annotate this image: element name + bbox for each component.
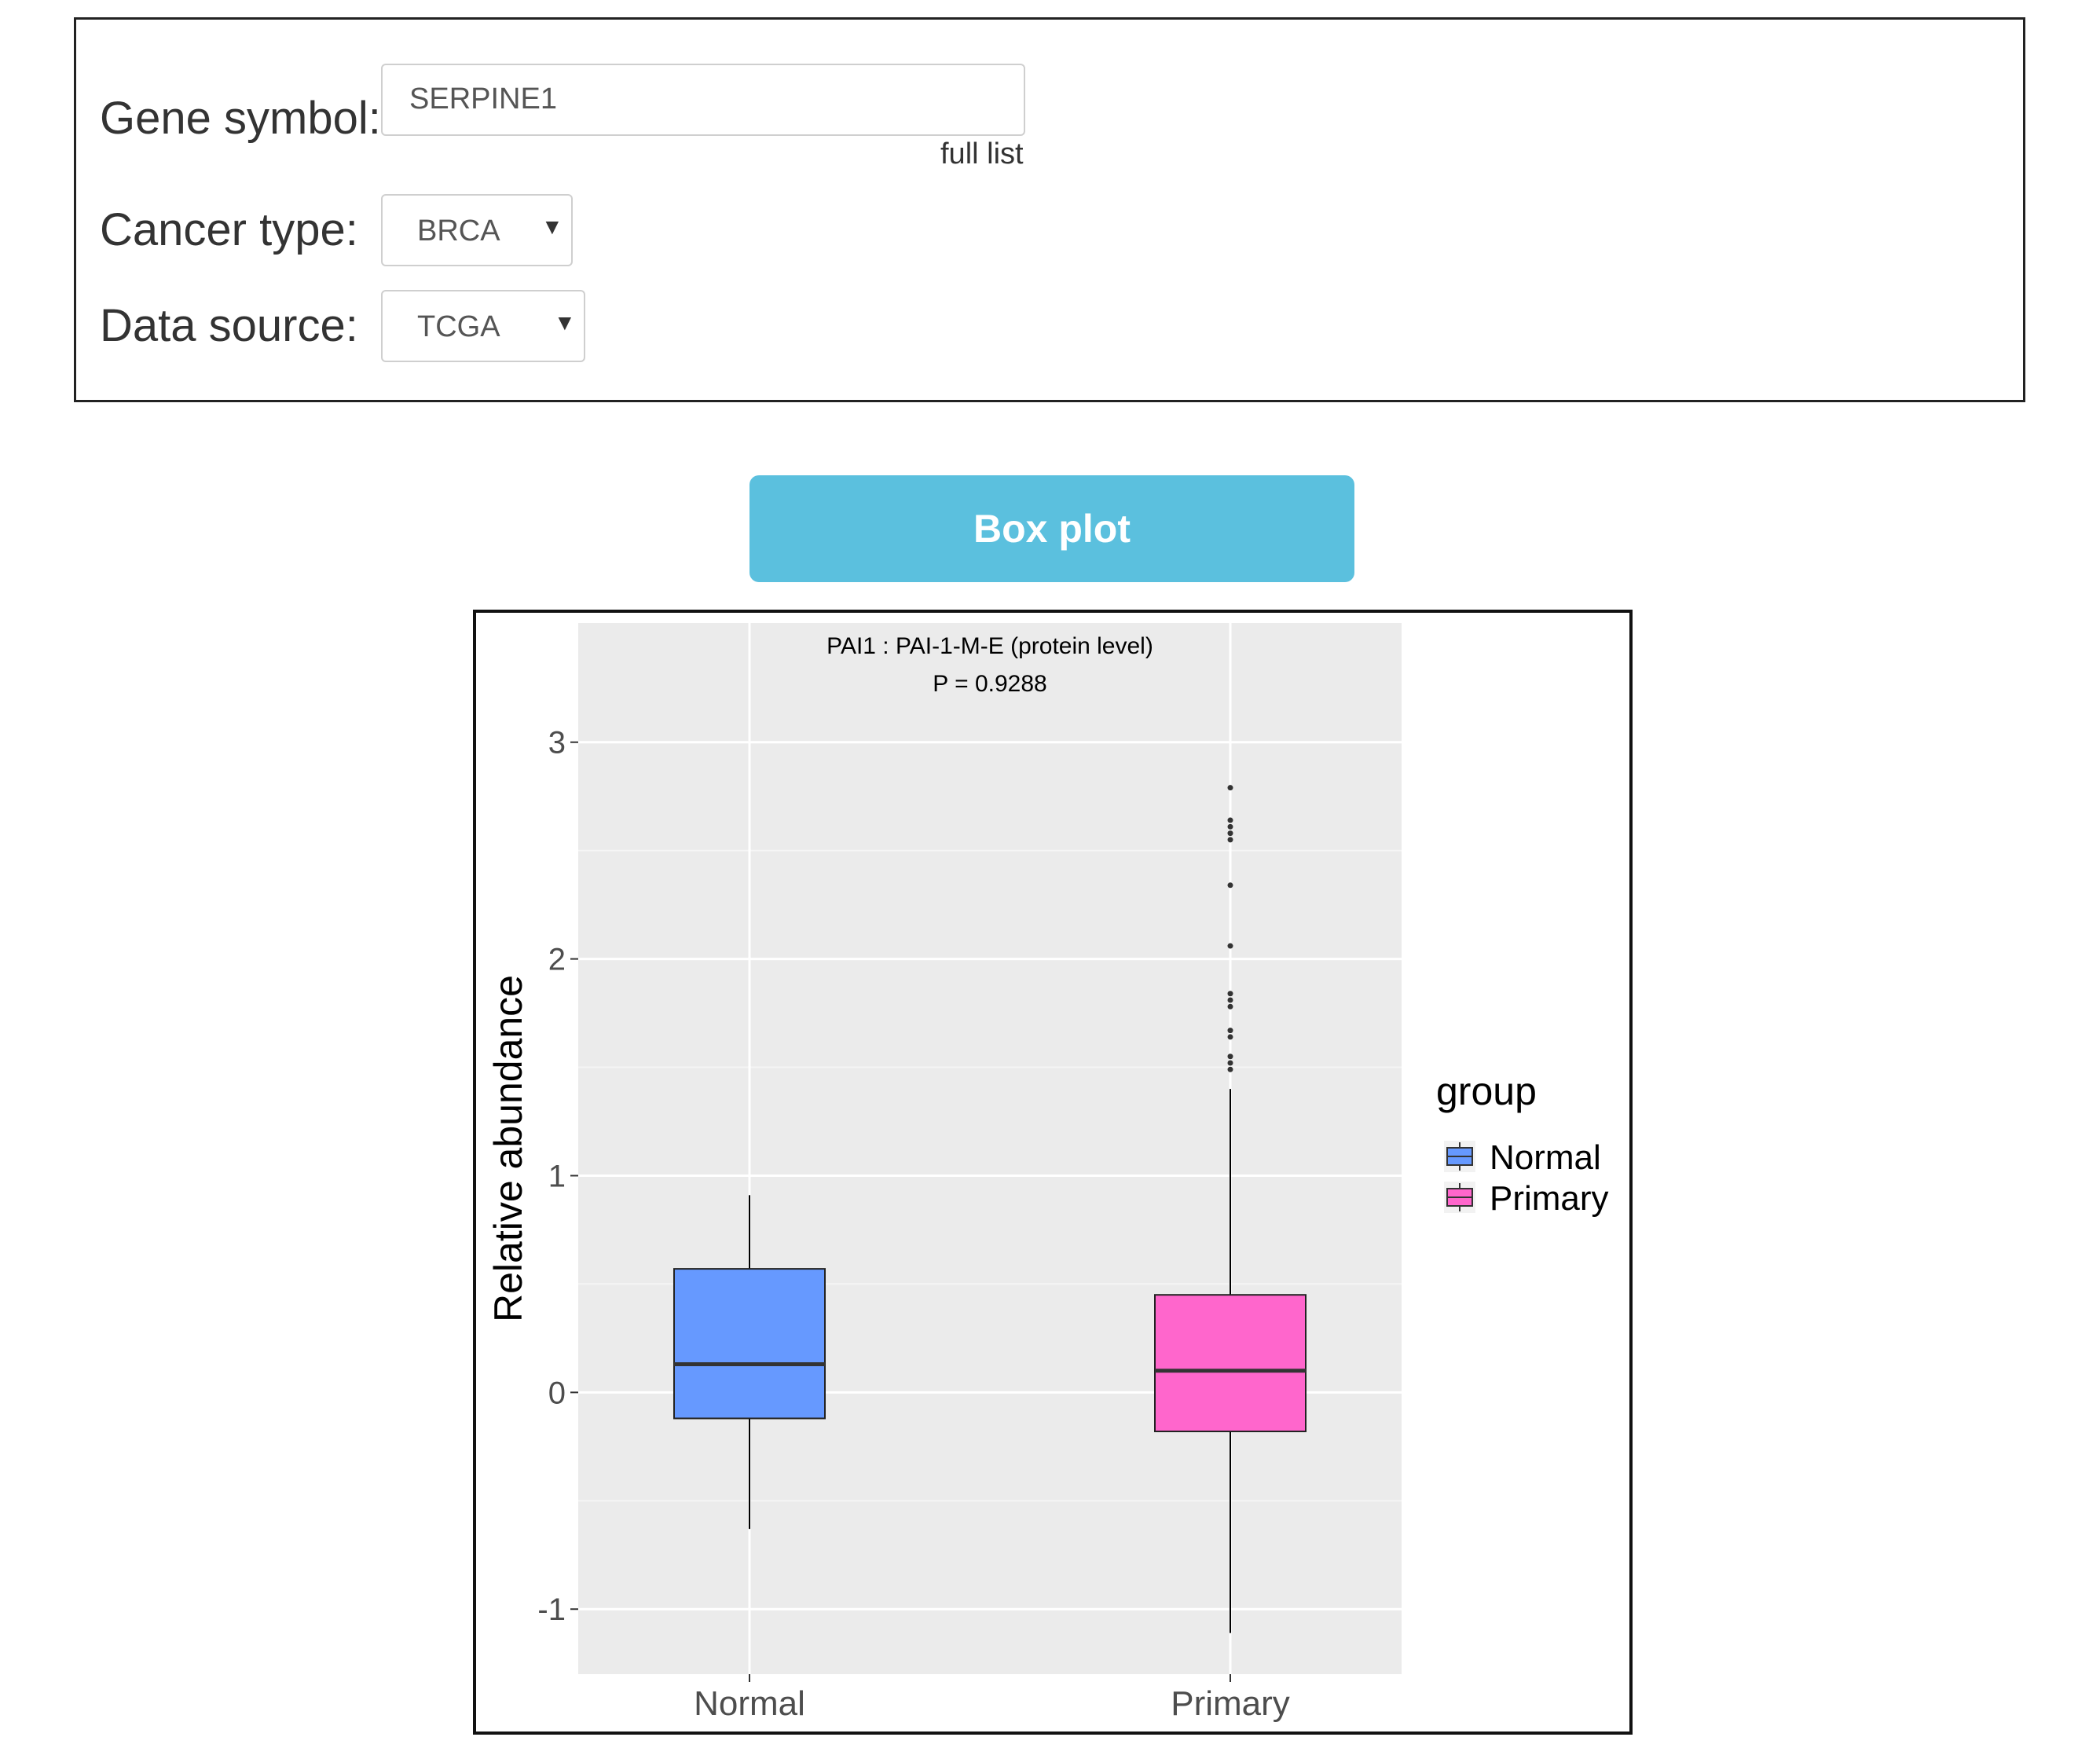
outlier-point [1227,1034,1233,1040]
x-tick-label: Primary [1171,1684,1290,1723]
y-tick-label: 0 [548,1376,566,1410]
legend-label: Primary [1490,1179,1609,1218]
outlier-point [1227,943,1233,949]
outlier-point [1227,997,1233,1003]
legend-label: Normal [1490,1138,1601,1177]
box-primary [1154,1294,1307,1433]
y-axis-label: Relative abundance [486,975,530,1322]
outlier-point [1227,837,1233,843]
outlier-point [1227,1028,1233,1034]
chart-subtitle: P = 0.9288 [933,671,1046,697]
chevron-down-icon: ▼ [554,310,576,335]
y-tick-label: 2 [548,943,566,977]
x-tick-label: Normal [694,1684,805,1723]
data-source-value: TCGA [417,310,500,343]
outlier-point [1227,823,1233,830]
box-plot-button[interactable]: Box plot [749,475,1354,582]
outlier-point [1227,1003,1233,1010]
outlier-point [1227,817,1233,823]
gene-symbol-value: SERPINE1 [409,82,557,115]
plot-frame: -1 0 1 2 3 Normal Primary PAI1 : PAI-1-M-E (p… [473,610,1633,1735]
plot-panel-background [578,623,1402,1674]
outlier-point [1227,1066,1233,1072]
data-source-select[interactable]: TCGA ▼ [381,290,585,362]
outlier-point [1227,830,1233,837]
outlier-point [1227,1054,1233,1060]
gene-symbol-label: Gene symbol: [100,93,381,144]
outlier-point [1227,785,1233,791]
cancer-type-select[interactable]: BRCA ▼ [381,194,573,266]
outlier-point [1227,1060,1233,1066]
y-tick-label: 3 [548,726,566,760]
outlier-point [1227,991,1233,997]
query-panel: Gene symbol: SERPINE1 full list Cancer t… [74,17,2025,402]
chevron-down-icon: ▼ [541,214,563,239]
full-list-link[interactable]: full list [940,137,1024,170]
cancer-type-value: BRCA [417,214,500,247]
outlier-point [1227,882,1233,889]
legend-title: group [1436,1069,1537,1113]
cancer-type-label: Cancer type: [100,204,358,255]
y-tick-label: 1 [548,1159,566,1193]
chart-title: PAI1 : PAI-1-M-E (protein level) [826,633,1153,659]
box-normal [673,1268,826,1420]
data-source-label: Data source: [100,300,358,351]
gene-symbol-input[interactable]: SERPINE1 [381,64,1025,136]
y-tick-label: -1 [537,1592,566,1627]
